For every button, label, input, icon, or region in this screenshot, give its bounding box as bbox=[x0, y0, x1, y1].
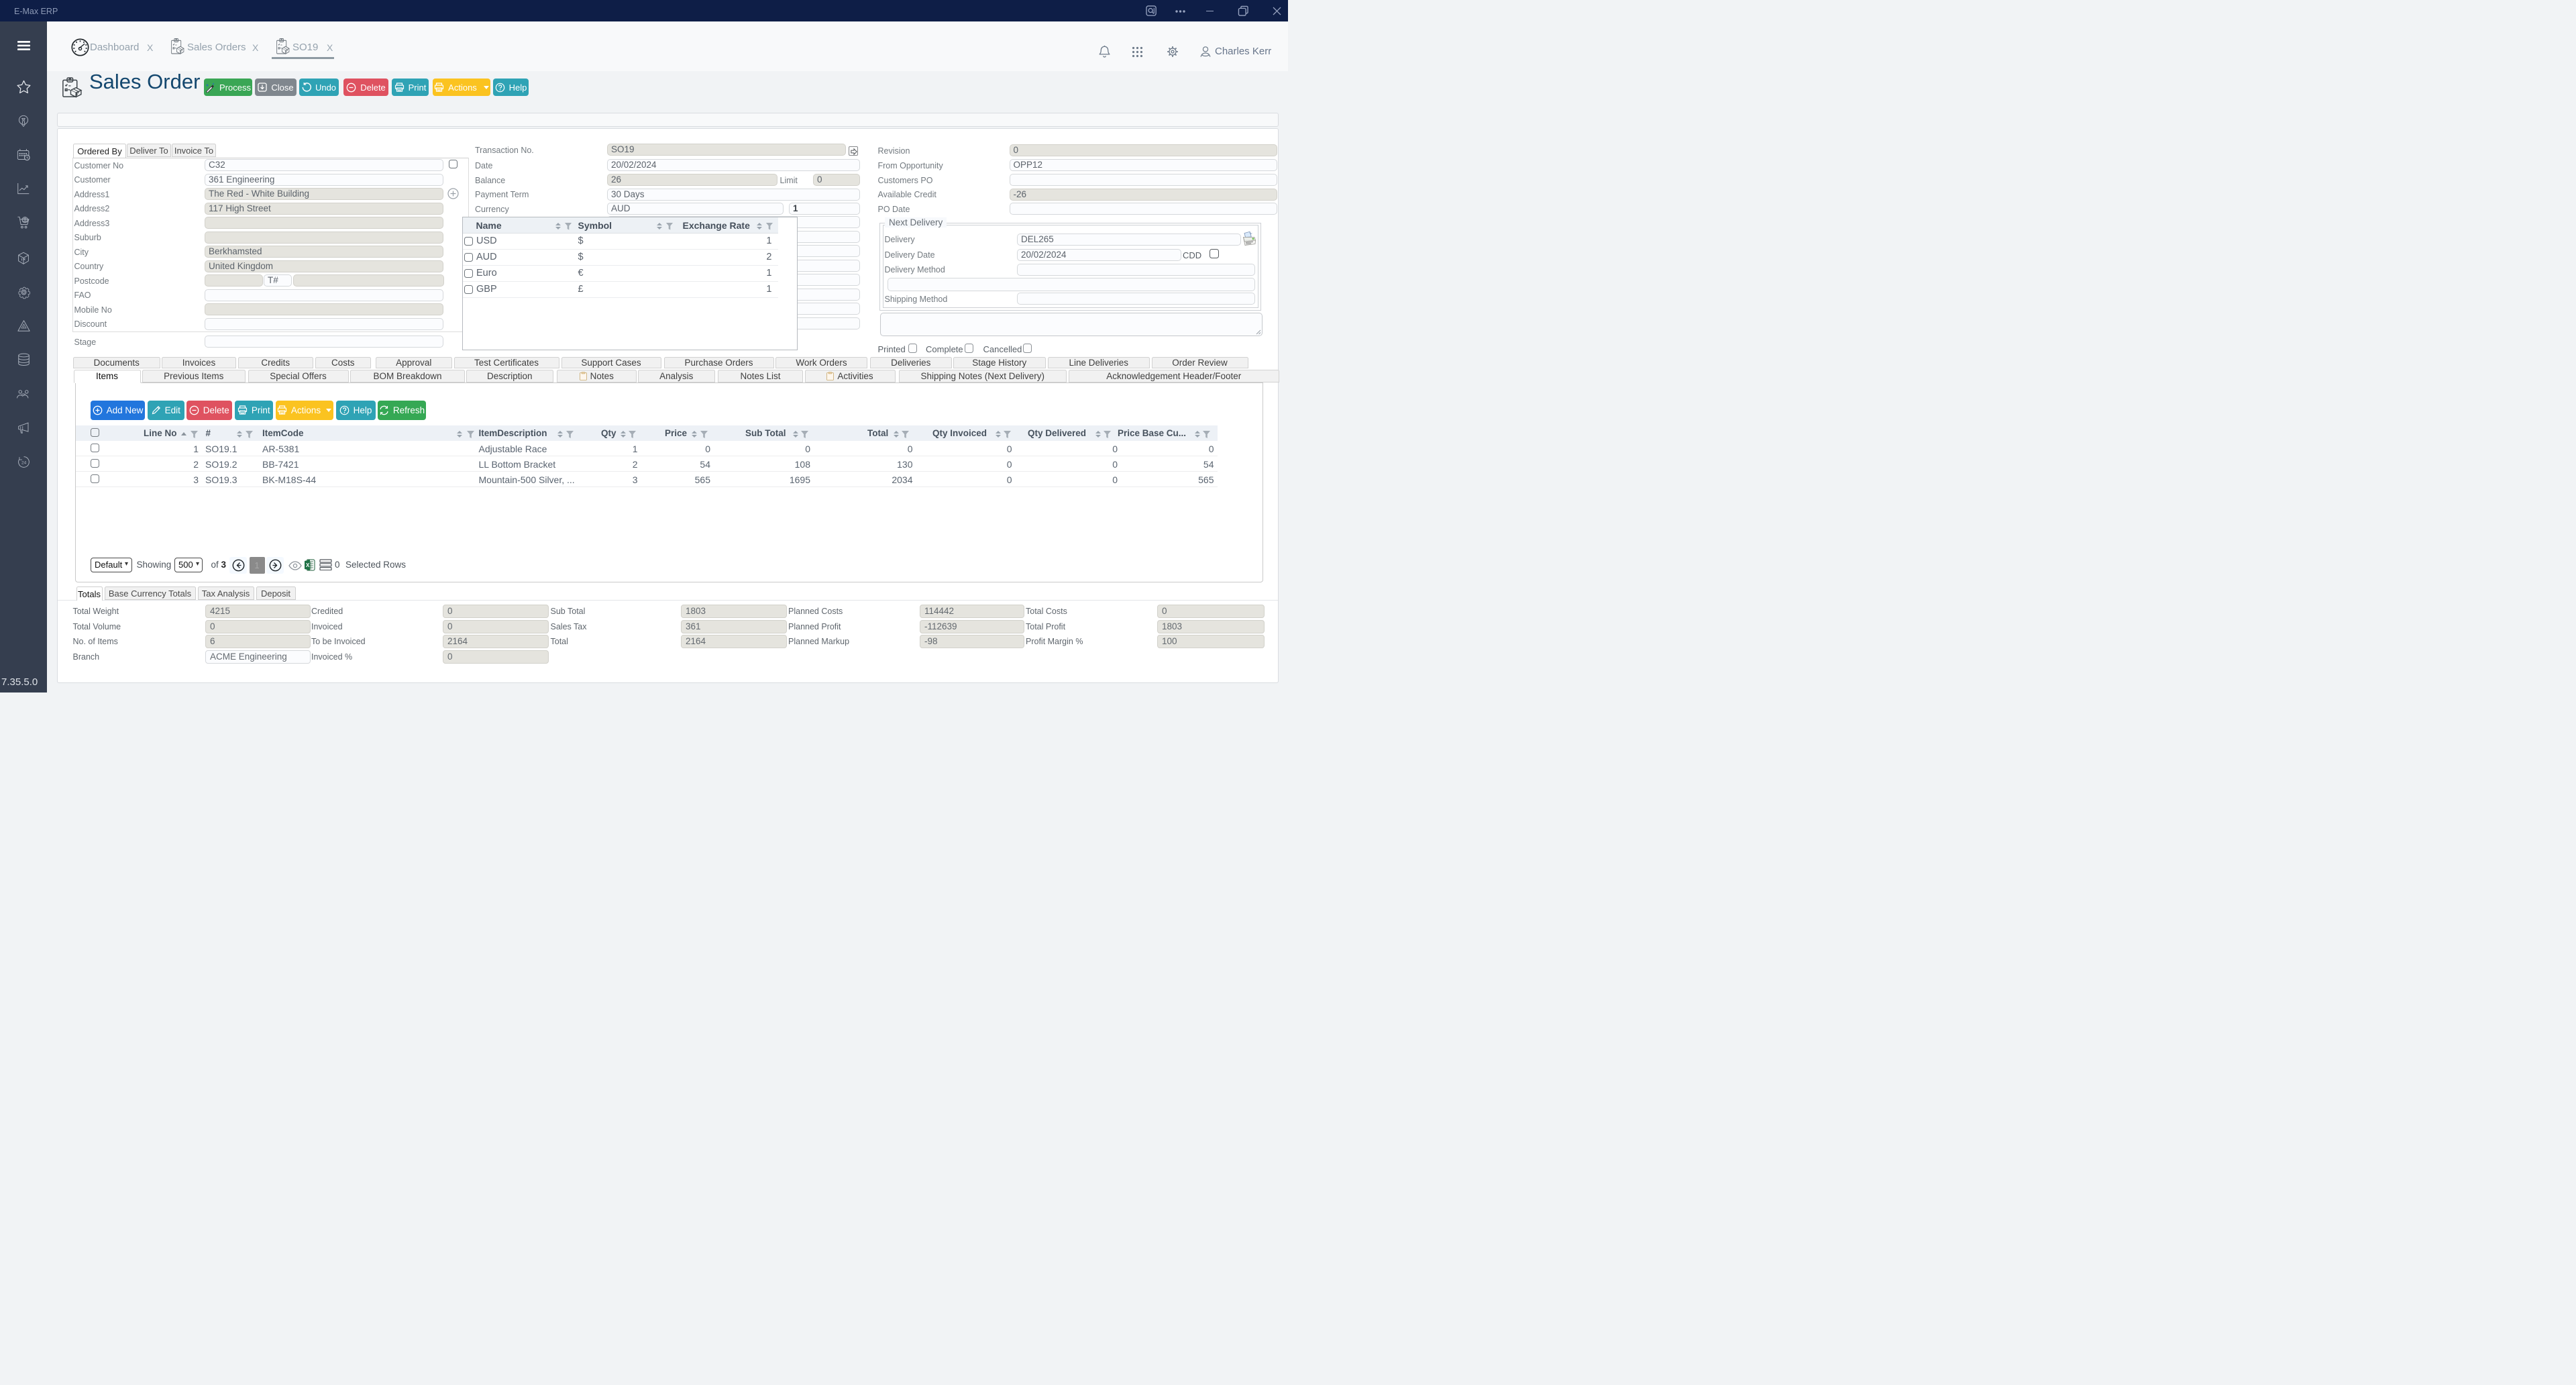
svg-text:X: X bbox=[306, 562, 310, 568]
svg-text:24: 24 bbox=[21, 461, 27, 466]
